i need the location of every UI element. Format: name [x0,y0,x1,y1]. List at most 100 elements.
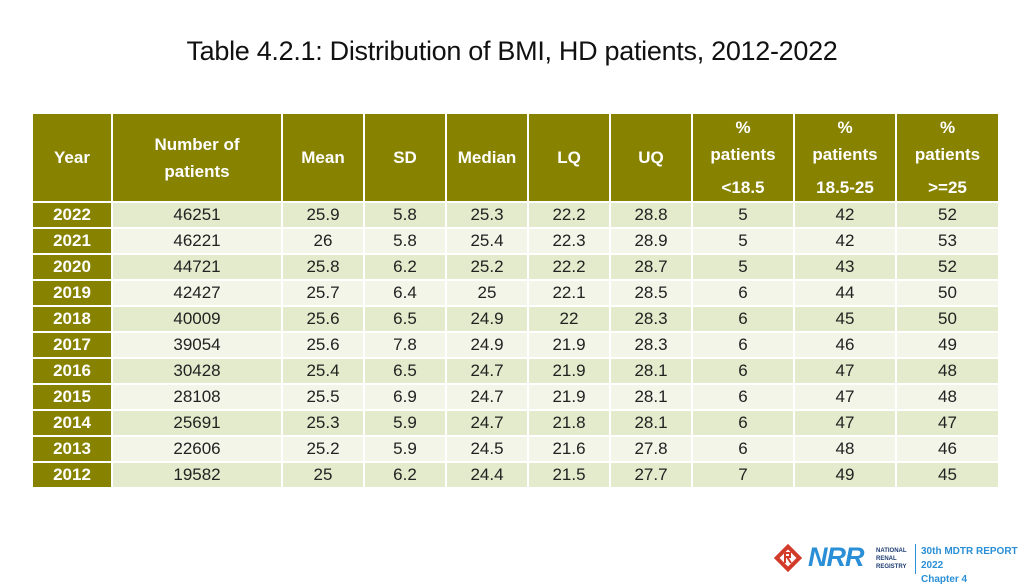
cell-lq: 21.9 [529,359,609,383]
nrr-logo-icon [774,544,802,572]
cell-pct-18-5-25: 43 [795,255,895,279]
cell-uq: 28.9 [611,229,691,253]
cell-pct-under-18-5: 6 [693,385,793,409]
cell-uq: 28.5 [611,281,691,305]
cell-pct-under-18-5: 6 [693,359,793,383]
cell-sd: 6.5 [365,359,445,383]
cell-number-of-patients: 28108 [113,385,281,409]
cell-uq: 28.7 [611,255,691,279]
cell-sd: 5.9 [365,437,445,461]
cell-pct-18-5-25: 47 [795,359,895,383]
report-chapter: Chapter 4 [921,574,968,585]
cell-mean: 25.4 [283,359,363,383]
cell-pct-25-plus: 50 [897,281,998,305]
cell-number-of-patients: 39054 [113,333,281,357]
table-row: 2018 40009 25.6 6.5 24.9 22 28.3 6 45 50 [33,307,998,331]
cell-pct-under-18-5: 6 [693,333,793,357]
cell-uq: 28.1 [611,411,691,435]
cell-year: 2013 [33,437,111,461]
cell-pct-25-plus: 52 [897,255,998,279]
cell-uq: 28.1 [611,385,691,409]
cell-year: 2019 [33,281,111,305]
cell-lq: 22.2 [529,203,609,227]
cell-median: 24.5 [447,437,527,461]
cell-number-of-patients: 46221 [113,229,281,253]
table-row: 2021 46221 26 5.8 25.4 22.3 28.9 5 42 53 [33,229,998,253]
cell-year: 2022 [33,203,111,227]
cell-pct-25-plus: 53 [897,229,998,253]
cell-lq: 22.3 [529,229,609,253]
cell-uq: 27.7 [611,463,691,487]
cell-pct-18-5-25: 47 [795,385,895,409]
cell-mean: 25.8 [283,255,363,279]
table-body: 2022 46251 25.9 5.8 25.3 22.2 28.8 5 42 52 2021 462… [33,203,998,487]
logo-wordmark: NRR [808,542,864,572]
cell-pct-under-18-5: 5 [693,229,793,253]
cell-pct-18-5-25: 45 [795,307,895,331]
cell-pct-25-plus: 48 [897,385,998,409]
report-title: 30th MDTR REPORT 2022 [921,546,1018,571]
cell-number-of-patients: 19582 [113,463,281,487]
cell-pct-under-18-5: 5 [693,255,793,279]
cell-pct-25-plus: 45 [897,463,998,487]
cell-pct-18-5-25: 44 [795,281,895,305]
cell-pct-18-5-25: 42 [795,203,895,227]
header-sd: SD [365,114,445,201]
header-row: Year Number of patients Mean SD Median L… [33,114,998,201]
cell-year: 2012 [33,463,111,487]
cell-mean: 25.9 [283,203,363,227]
cell-year: 2015 [33,385,111,409]
cell-pct-under-18-5: 6 [693,281,793,305]
cell-sd: 6.2 [365,255,445,279]
cell-year: 2018 [33,307,111,331]
cell-number-of-patients: 22606 [113,437,281,461]
table-row: 2017 39054 25.6 7.8 24.9 21.9 28.3 6 46 49 [33,333,998,357]
cell-pct-18-5-25: 48 [795,437,895,461]
cell-median: 24.9 [447,307,527,331]
cell-pct-25-plus: 48 [897,359,998,383]
cell-pct-25-plus: 50 [897,307,998,331]
cell-mean: 25.6 [283,333,363,357]
cell-median: 24.7 [447,385,527,409]
table-row: 2015 28108 25.5 6.9 24.7 21.9 28.1 6 47 48 [33,385,998,409]
cell-year: 2020 [33,255,111,279]
table-row: 2014 25691 25.3 5.9 24.7 21.8 28.1 6 47 47 [33,411,998,435]
cell-sd: 7.8 [365,333,445,357]
cell-sd: 5.9 [365,411,445,435]
cell-year: 2016 [33,359,111,383]
cell-pct-under-18-5: 7 [693,463,793,487]
header-pct-25-plus: % patients >=25 [897,114,998,201]
cell-median: 24.4 [447,463,527,487]
logo-subtext: NATIONAL RENAL REGISTRY [876,548,907,570]
cell-uq: 28.1 [611,359,691,383]
cell-median: 24.7 [447,411,527,435]
cell-median: 24.7 [447,359,527,383]
cell-sd: 6.5 [365,307,445,331]
cell-pct-under-18-5: 6 [693,411,793,435]
cell-number-of-patients: 30428 [113,359,281,383]
cell-mean: 25.2 [283,437,363,461]
table-row: 2020 44721 25.8 6.2 25.2 22.2 28.7 5 43 52 [33,255,998,279]
header-uq: UQ [611,114,691,201]
bmi-table: Year Number of patients Mean SD Median L… [31,112,1000,489]
cell-pct-18-5-25: 49 [795,463,895,487]
table-row: 2016 30428 25.4 6.5 24.7 21.9 28.1 6 47 48 [33,359,998,383]
cell-median: 25 [447,281,527,305]
header-mean: Mean [283,114,363,201]
cell-pct-under-18-5: 5 [693,203,793,227]
cell-pct-25-plus: 47 [897,411,998,435]
cell-lq: 22.2 [529,255,609,279]
cell-number-of-patients: 44721 [113,255,281,279]
cell-mean: 25.6 [283,307,363,331]
cell-median: 25.3 [447,203,527,227]
cell-year: 2014 [33,411,111,435]
cell-uq: 27.8 [611,437,691,461]
cell-median: 25.4 [447,229,527,253]
header-number-of-patients: Number of patients [113,114,281,201]
cell-number-of-patients: 25691 [113,411,281,435]
report-label: 30th MDTR REPORT 2022 Chapter 4 [921,545,1024,587]
cell-mean: 25.5 [283,385,363,409]
cell-uq: 28.3 [611,307,691,331]
cell-sd: 6.4 [365,281,445,305]
cell-pct-18-5-25: 46 [795,333,895,357]
